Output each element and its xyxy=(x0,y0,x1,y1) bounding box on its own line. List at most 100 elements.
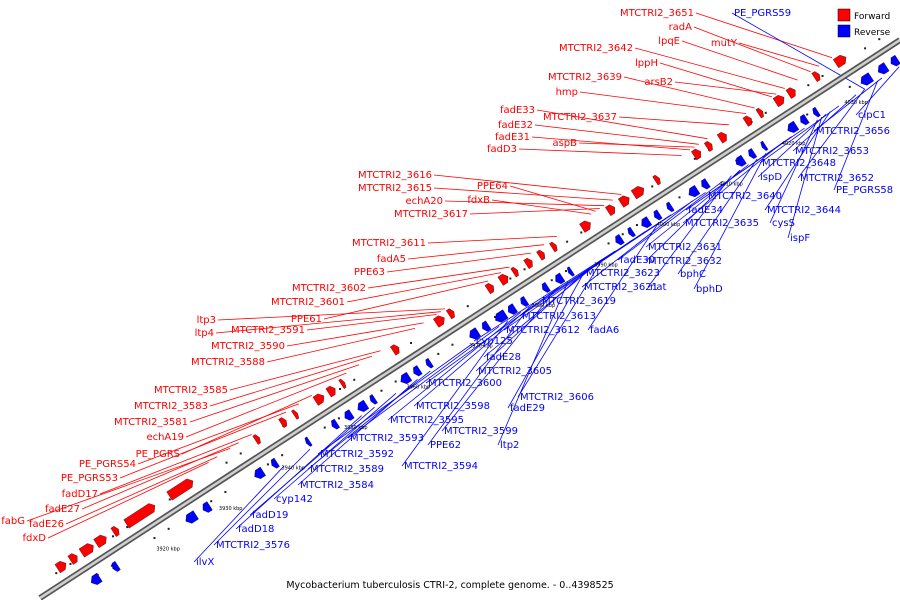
reverse-gene xyxy=(627,226,636,238)
leader-line xyxy=(407,244,545,260)
minor-tick xyxy=(580,231,583,234)
gene-label: fadD17 xyxy=(62,489,98,500)
leader-line xyxy=(235,415,362,530)
minor-tick xyxy=(848,85,851,88)
forward-gene xyxy=(78,543,94,558)
gene-label: arsB2 xyxy=(644,77,673,88)
legend: Forward Reverse xyxy=(837,8,891,38)
minor-tick xyxy=(693,157,696,160)
leader-line xyxy=(427,236,557,244)
label-leader-lines xyxy=(26,12,900,563)
gene-label: fadE33 xyxy=(500,105,535,116)
legend-forward-swatch xyxy=(837,8,851,22)
minor-tick xyxy=(878,38,881,41)
gene-label: fadE34 xyxy=(688,205,723,216)
reverse-gene xyxy=(254,466,266,479)
gene-label: clpC1 xyxy=(858,110,886,121)
reverse-gene xyxy=(469,327,481,340)
forward-gene xyxy=(338,378,347,389)
leader-line xyxy=(401,320,509,467)
forward-gene xyxy=(579,220,591,233)
leader-line xyxy=(433,187,613,201)
gene-label: MTCTRI2_3632 xyxy=(648,256,722,267)
leader-line xyxy=(507,270,586,409)
gene-label: MTCTRI2_3639 xyxy=(548,72,622,83)
forward-gene xyxy=(252,434,261,445)
gene-label: fadA5 xyxy=(377,254,406,265)
gene-label: ltp2 xyxy=(500,440,519,451)
leader-line xyxy=(764,111,831,211)
forward-gene xyxy=(325,385,336,398)
leader-line xyxy=(249,406,375,516)
minor-tick xyxy=(550,279,553,282)
forward-gene xyxy=(433,315,445,328)
gene-label: MTCTRI2_3585 xyxy=(154,385,228,396)
leader-line xyxy=(695,12,833,59)
leader-line xyxy=(769,119,818,224)
leader-line xyxy=(693,26,811,73)
minor-tick xyxy=(225,461,228,464)
leader-line xyxy=(617,180,724,261)
leader-line xyxy=(693,153,767,290)
reverse-gene xyxy=(425,357,434,369)
reverse-gene xyxy=(812,106,821,118)
gene-label: bphD xyxy=(696,284,723,295)
gene-label: MTCTRI2_3606 xyxy=(520,392,594,403)
kbp-tick-label: 3970 kbp xyxy=(469,344,493,350)
forward-gene xyxy=(832,54,847,69)
forward-gene xyxy=(54,561,67,574)
minor-tick xyxy=(678,196,681,199)
kbp-tick-label: 4030 kbp xyxy=(844,100,868,106)
gene-label: MTCTRI2_3590 xyxy=(211,341,285,352)
reverse-gene xyxy=(357,399,370,412)
kbp-tick-label: 3950 kbp xyxy=(344,425,368,431)
reverse-gene xyxy=(520,296,530,307)
gene-label: MTCTRI2_3623 xyxy=(586,268,660,279)
minor-tick xyxy=(337,417,340,420)
leader-line xyxy=(65,456,218,525)
minor-tick xyxy=(55,572,58,575)
reverse-gene xyxy=(304,436,313,447)
leader-line xyxy=(792,94,857,152)
reverse-gene xyxy=(701,178,711,190)
gene-label: PPE62 xyxy=(430,440,461,451)
leader-line xyxy=(347,325,500,439)
forward-gene xyxy=(652,174,661,186)
leader-line xyxy=(441,289,556,432)
leader-line xyxy=(306,314,437,331)
gene-label: lpqE xyxy=(658,36,680,47)
gene-label: MTCTRI2_3617 xyxy=(394,209,468,220)
minor-tick xyxy=(266,463,269,466)
forward-gene xyxy=(691,148,701,161)
leader-line xyxy=(738,42,820,67)
leader-line xyxy=(26,448,231,522)
gene-label: echA20 xyxy=(405,196,443,207)
leader-line xyxy=(413,303,534,407)
leader-line xyxy=(273,392,397,500)
gene-label: MTCTRI2_3591 xyxy=(231,325,305,336)
reverse-gene xyxy=(641,216,653,229)
forward-gene xyxy=(67,553,78,565)
minor-tick xyxy=(864,47,867,50)
gene-label: fadE26 xyxy=(29,519,64,530)
forward-gene xyxy=(549,241,558,253)
minor-tick xyxy=(380,389,383,392)
minor-tick xyxy=(281,454,284,457)
gene-label: MTCTRI2_3601 xyxy=(271,297,345,308)
gene-label: echA19 xyxy=(146,432,184,443)
forward-gene xyxy=(510,266,519,278)
kbp-tick-label: 3980 kbp xyxy=(532,303,556,309)
kbp-tick-label: 4010 kbp xyxy=(719,181,743,187)
minor-tick xyxy=(523,268,526,271)
gene-label: MTCTRI2_3631 xyxy=(648,242,722,253)
gene-label: MTCTRI2_3642 xyxy=(559,43,633,54)
gene-label: hmp xyxy=(556,87,578,98)
minor-tick xyxy=(394,380,397,383)
gene-label: MTCTRI2_3619 xyxy=(542,296,616,307)
gene-label: MTCTRI2_3594 xyxy=(404,461,478,472)
kbp-scale-labels: 3920 kbp 3930 kbp 3940 kbp 3950 kbp 3960 kbp… xyxy=(156,100,868,552)
gene-label: nat xyxy=(650,282,666,293)
kbp-tick-label: 4000 kbp xyxy=(657,222,681,228)
forward-gene xyxy=(716,132,727,144)
gene-label: MTCTRI2_3584 xyxy=(300,480,374,491)
